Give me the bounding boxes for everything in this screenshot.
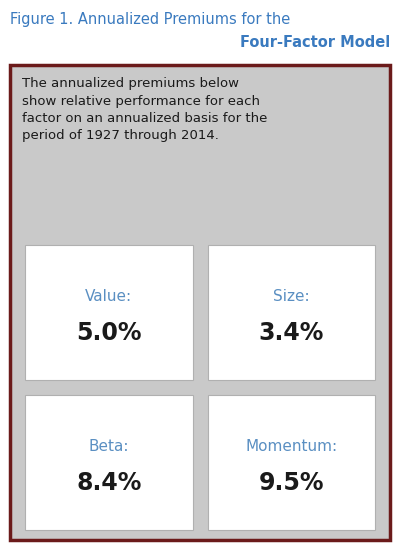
Text: 9.5%: 9.5% [258,471,324,495]
Text: 5.0%: 5.0% [76,321,142,345]
Text: Four-Factor Model: Four-Factor Model [240,35,390,50]
Text: 8.4%: 8.4% [76,471,142,495]
Bar [25,395,192,530]
Bar [25,245,192,380]
Text: Value:: Value: [85,289,132,304]
Text: Size:: Size: [273,289,310,304]
Text: 3.4%: 3.4% [258,321,324,345]
Bar [208,395,375,530]
Text: Figure 1. Annualized Premiums for the: Figure 1. Annualized Premiums for the [10,12,290,27]
Bar [10,65,390,540]
Text: The annualized premiums below
show relative performance for each
factor on an an: The annualized premiums below show relat… [22,77,267,142]
Text: Momentum:: Momentum: [245,439,337,454]
Bar [208,245,375,380]
Text: Beta:: Beta: [88,439,129,454]
